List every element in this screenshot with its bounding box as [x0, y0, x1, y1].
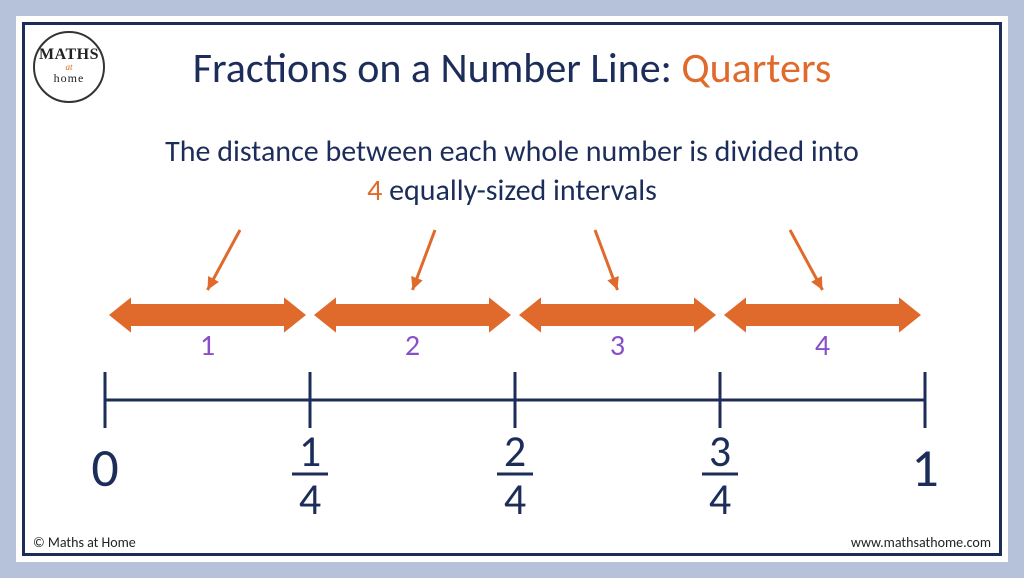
- logo: MATHS at home: [33, 31, 105, 103]
- svg-text:1: 1: [299, 424, 321, 478]
- svg-text:1: 1: [911, 435, 938, 501]
- svg-text:4: 4: [709, 472, 731, 520]
- subtitle-rest: equally-sized intervals: [382, 172, 657, 209]
- inner-frame: MATHS at home Fractions on a Number Line…: [22, 22, 1002, 556]
- numberline-diagram: 123401424341: [75, 220, 955, 520]
- outer-frame: MATHS at home Fractions on a Number Line…: [8, 8, 1016, 570]
- subtitle-line1: The distance between each whole number i…: [165, 133, 859, 170]
- website-text: www.mathsathome.com: [851, 534, 991, 551]
- subtitle-highlight: 4: [367, 172, 382, 209]
- svg-text:0: 0: [91, 435, 118, 501]
- subtitle: The distance between each whole number i…: [25, 132, 999, 210]
- title-highlight: Quarters: [681, 43, 831, 94]
- copyright-text: © Maths at Home: [33, 534, 136, 551]
- svg-text:3: 3: [610, 327, 625, 364]
- logo-line1: MATHS: [35, 47, 103, 63]
- svg-text:4: 4: [504, 472, 526, 520]
- svg-text:2: 2: [405, 327, 420, 364]
- svg-text:4: 4: [815, 327, 830, 364]
- svg-text:3: 3: [709, 424, 731, 478]
- title-prefix: Fractions on a Number Line:: [193, 43, 682, 94]
- page-title: Fractions on a Number Line: Quarters: [25, 25, 999, 94]
- svg-text:4: 4: [299, 472, 321, 520]
- svg-text:1: 1: [200, 327, 215, 364]
- svg-text:2: 2: [504, 424, 526, 478]
- logo-line3: home: [35, 72, 103, 84]
